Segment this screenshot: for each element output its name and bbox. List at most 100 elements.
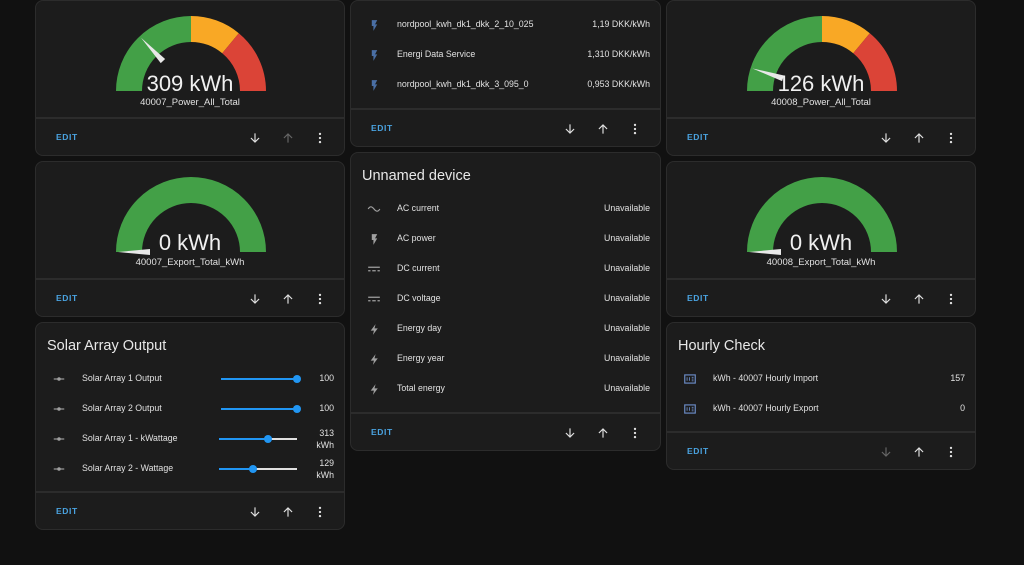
solar-array-2-slider[interactable] <box>221 403 301 415</box>
arrow-up-icon <box>598 428 608 438</box>
edit-button[interactable]: EDIT <box>371 427 393 437</box>
move-up-button[interactable] <box>909 442 929 462</box>
card-footer: EDIT <box>666 279 976 317</box>
row-label: AC current <box>397 203 440 213</box>
move-up-button[interactable] <box>909 289 929 309</box>
card-footer: EDIT <box>666 118 976 156</box>
move-down-button[interactable] <box>245 128 265 148</box>
row-value: Unavailable <box>604 203 650 213</box>
nordpool-row-2[interactable]: Energi Data Service 1,310 DKK/kWh <box>351 40 660 70</box>
row-value: Unavailable <box>604 293 650 303</box>
entity-row-dc-voltage[interactable]: DC voltage Unavailable <box>351 284 660 314</box>
entity-row-ac-power[interactable]: AC power Unavailable <box>351 224 660 254</box>
edit-button[interactable]: EDIT <box>371 123 393 133</box>
row-label: Solar Array 2 - Wattage <box>82 463 174 473</box>
gauge-name: 40008_Power_All_Total <box>771 97 871 108</box>
edit-button[interactable]: EDIT <box>687 293 709 303</box>
move-down-button[interactable] <box>245 502 265 522</box>
card-footer: EDIT <box>35 279 345 317</box>
move-down-button[interactable] <box>876 442 896 462</box>
gauge-segment <box>190 16 239 54</box>
entity-row-energy-day[interactable]: Energy day Unavailable <box>351 314 660 344</box>
entity-row-total-energy[interactable]: Total energy Unavailable <box>351 374 660 404</box>
slider-icon <box>52 372 66 386</box>
move-up-button[interactable] <box>278 502 298 522</box>
gauge-needle <box>752 68 784 82</box>
entity-row-dc-current[interactable]: DC current Unavailable <box>351 254 660 284</box>
flash-icon <box>367 78 381 92</box>
row-label: Total energy <box>397 383 445 393</box>
more-menu-button[interactable] <box>941 289 961 309</box>
solar-array-1-slider[interactable] <box>221 373 301 385</box>
nordpool-row-1[interactable]: nordpool_kwh_dk1_dkk_2_10_025 1,19 DKK/k… <box>351 10 660 40</box>
gauge-segment <box>747 177 897 253</box>
edit-button[interactable]: EDIT <box>56 293 78 303</box>
gauge-card-40008-power[interactable]: 126 kWh 40008_Power_All_Total <box>666 0 976 118</box>
row-value: Unavailable <box>604 233 650 243</box>
entity-row-energy-year[interactable]: Energy year Unavailable <box>351 344 660 374</box>
more-menu-button[interactable] <box>625 423 645 443</box>
solar-array-2-wattage-slider[interactable] <box>219 463 297 475</box>
dots-vertical-icon <box>949 132 953 144</box>
row-label: Solar Array 1 - kWattage <box>82 433 178 443</box>
nordpool-row-3[interactable]: nordpool_kwh_dk1_dkk_3_095_0 0,953 DKK/k… <box>351 70 660 100</box>
arrow-down-icon <box>881 447 891 457</box>
row-value: 313 kWh <box>316 428 334 450</box>
flash-icon <box>367 48 381 62</box>
gauge-card-40007-export[interactable]: 0 kWh 40007_Export_Total_kWh <box>35 161 345 279</box>
move-up-button[interactable] <box>593 423 613 443</box>
row-label: nordpool_kwh_dk1_dkk_2_10_025 <box>397 19 534 29</box>
move-up-button[interactable] <box>909 128 929 148</box>
slider-icon <box>52 462 66 476</box>
gauge-segment <box>116 16 192 92</box>
more-menu-button[interactable] <box>941 128 961 148</box>
more-menu-button[interactable] <box>310 502 330 522</box>
move-down-button[interactable] <box>876 128 896 148</box>
move-down-button[interactable] <box>876 289 896 309</box>
card-footer: EDIT <box>350 109 661 147</box>
entity-row-ac-current[interactable]: AC current Unavailable <box>351 194 660 224</box>
gauge-value: 0 kWh <box>158 230 222 255</box>
hourly-row-export[interactable]: kWh - 40007 Hourly Export 0 <box>667 394 975 424</box>
arrow-up-icon <box>283 294 293 304</box>
gauge-segment <box>747 16 823 92</box>
gauge-name: 40007_Power_All_Total <box>140 97 240 108</box>
row-value: Unavailable <box>604 323 650 333</box>
row-label: nordpool_kwh_dk1_dkk_3_095_0 <box>397 79 529 89</box>
row-label: kWh - 40007 Hourly Export <box>713 403 819 413</box>
more-menu-button[interactable] <box>625 119 645 139</box>
move-down-button[interactable] <box>560 423 580 443</box>
card-footer: EDIT <box>35 492 345 530</box>
card-footer: EDIT <box>35 118 345 156</box>
dots-vertical-icon <box>318 506 322 518</box>
move-down-button[interactable] <box>560 119 580 139</box>
row-label: Energy day <box>397 323 442 333</box>
gauge-40008-power <box>747 16 897 92</box>
edit-button[interactable]: EDIT <box>56 506 78 516</box>
move-up-button[interactable] <box>593 119 613 139</box>
more-menu-button[interactable] <box>941 442 961 462</box>
gauge-value: 0 kWh <box>789 230 853 255</box>
hourly-check-card: Hourly Check kWh - 40007 Hourly Import 1… <box>666 322 976 432</box>
move-up-button[interactable] <box>278 128 298 148</box>
solar-array-1-kwattage-slider[interactable] <box>219 433 297 445</box>
edit-button[interactable]: EDIT <box>56 132 78 142</box>
arrow-down-icon <box>565 124 575 134</box>
arrow-up-icon <box>914 133 924 143</box>
row-value: Unavailable <box>604 263 650 273</box>
solar-row-2: Solar Array 2 Output 100 <box>36 394 344 424</box>
move-up-button[interactable] <box>278 289 298 309</box>
slider-icon <box>52 432 66 446</box>
gauge-40007-power <box>116 16 266 92</box>
move-down-button[interactable] <box>245 289 265 309</box>
gauge-card-40008-export[interactable]: 0 kWh 40008_Export_Total_kWh <box>666 161 976 279</box>
edit-button[interactable]: EDIT <box>687 132 709 142</box>
edit-button[interactable]: EDIT <box>687 446 709 456</box>
gauge-card-40007-power[interactable]: 309 kWh 40007_Power_All_Total <box>35 0 345 118</box>
card-footer: EDIT <box>350 413 661 451</box>
more-menu-button[interactable] <box>310 289 330 309</box>
more-menu-button[interactable] <box>310 128 330 148</box>
hourly-row-import[interactable]: kWh - 40007 Hourly Import 157 <box>667 364 975 394</box>
row-label: DC current <box>397 263 440 273</box>
row-label: kWh - 40007 Hourly Import <box>713 373 819 383</box>
